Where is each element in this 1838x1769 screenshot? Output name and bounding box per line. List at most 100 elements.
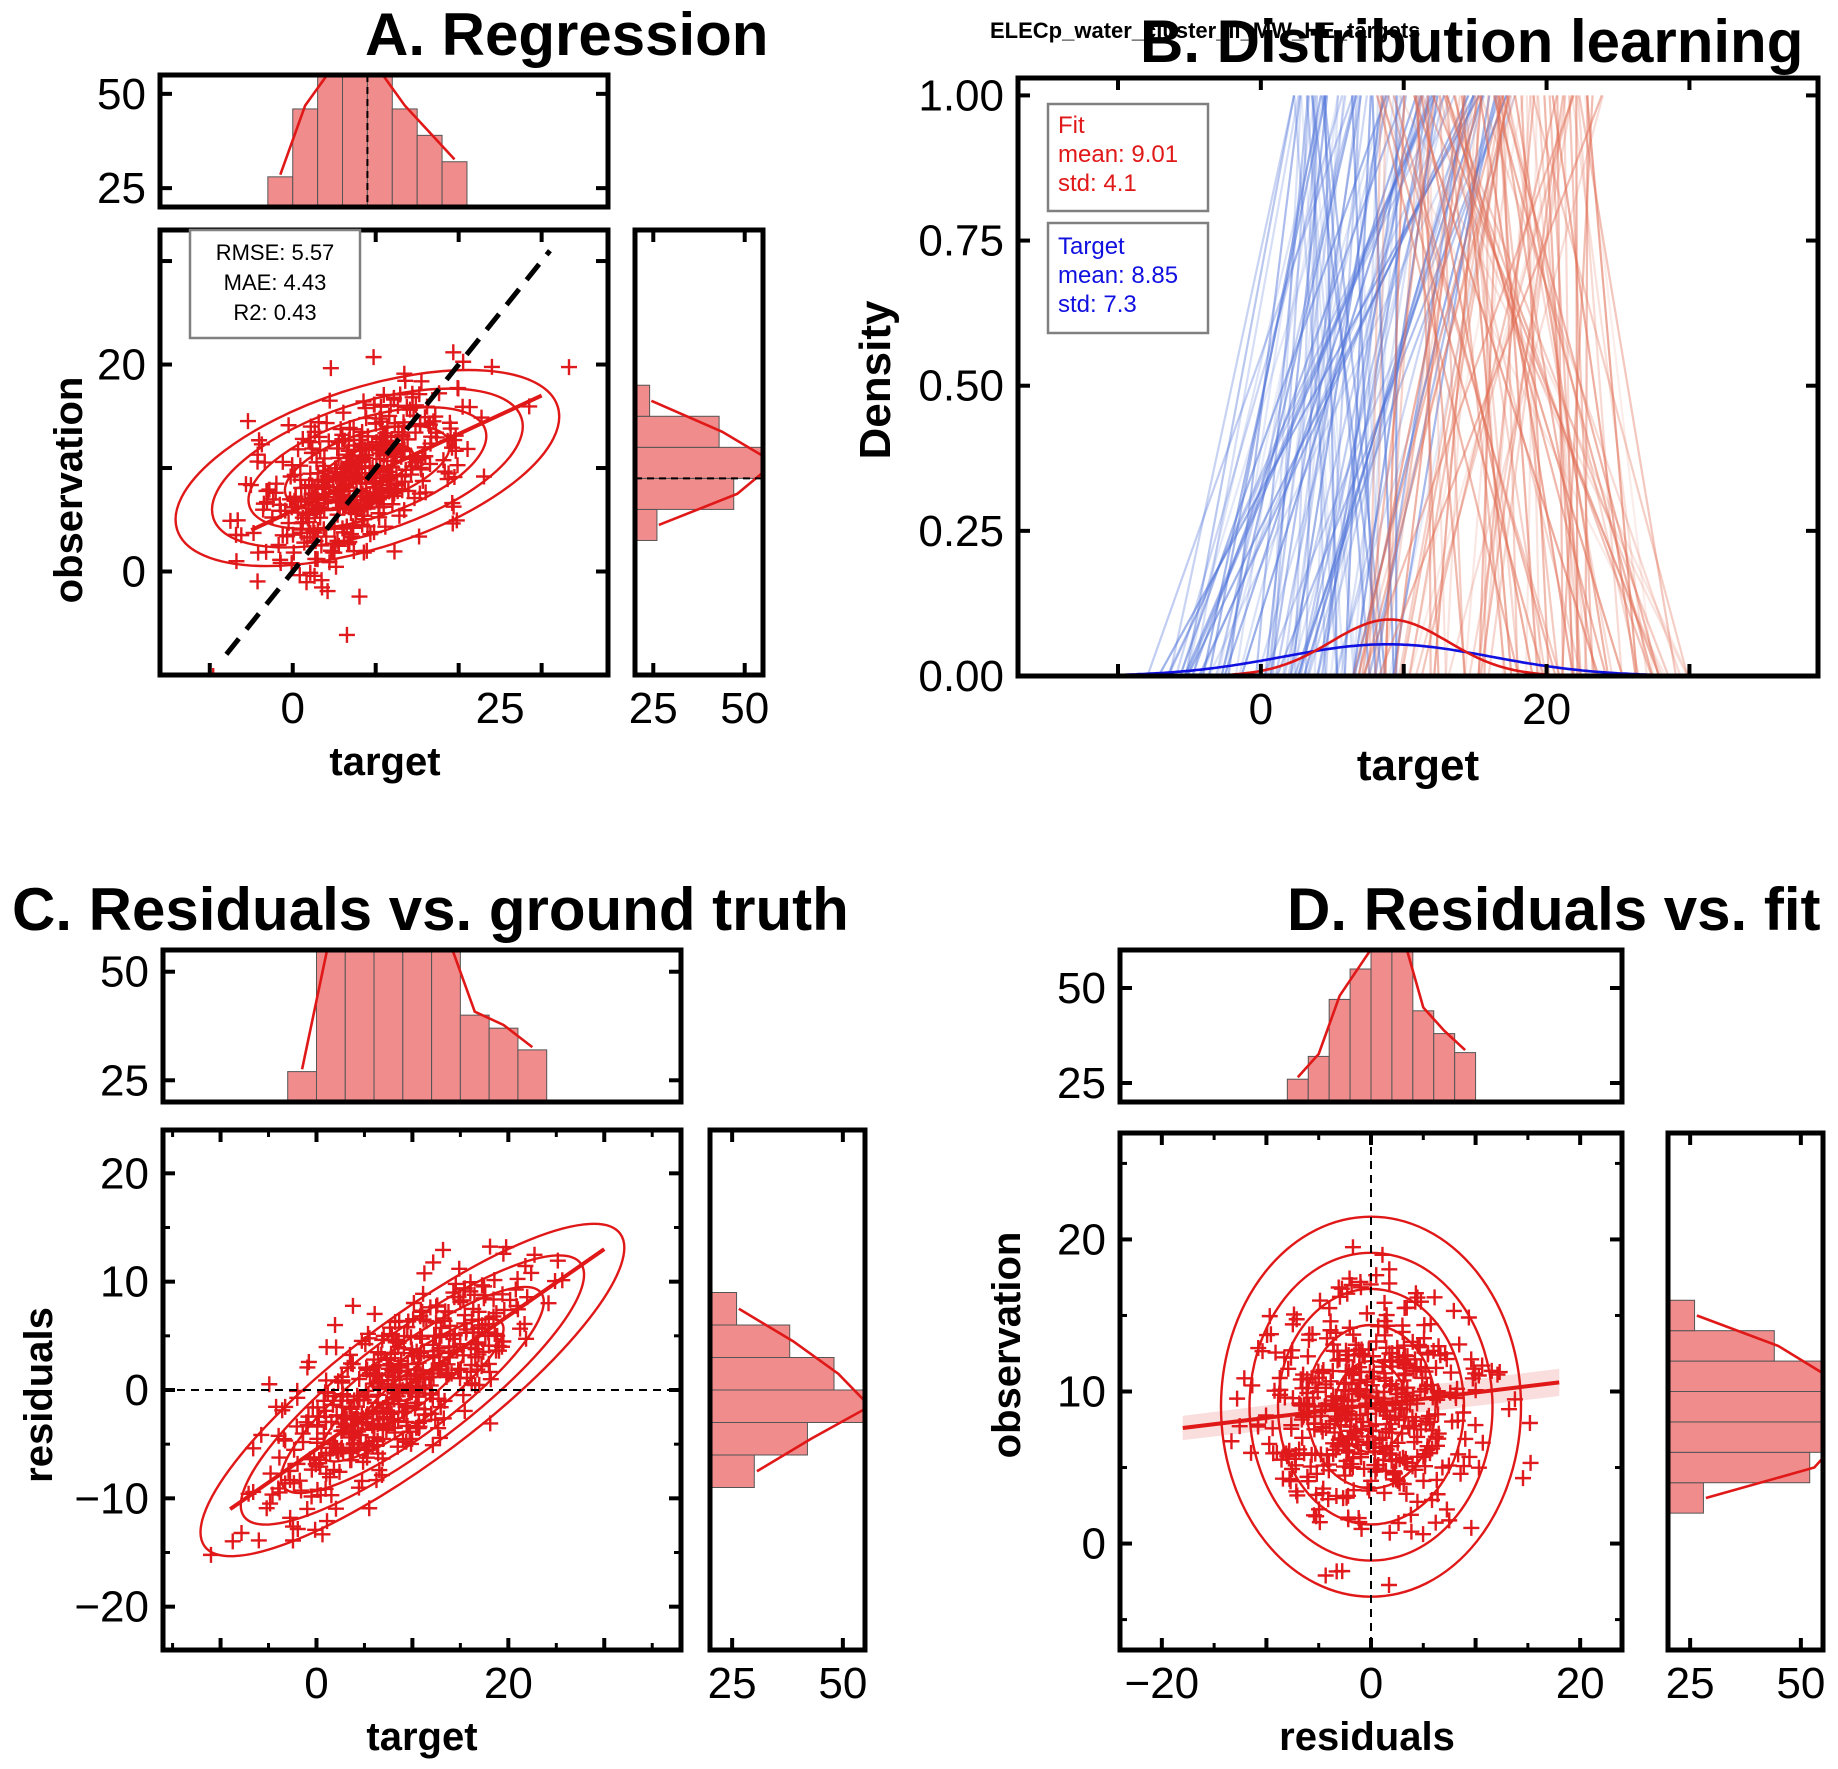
panel-a-top-hist-bar xyxy=(391,108,418,207)
panel-b-fit-sample-line xyxy=(1556,95,1565,676)
panel-a-right-hist-xtick-label: 25 xyxy=(629,684,678,733)
panel-c-point xyxy=(344,1297,361,1314)
panel-d-point xyxy=(1352,1446,1369,1463)
panel-d-point xyxy=(1381,1524,1398,1541)
panel-d-point xyxy=(1452,1465,1469,1482)
panel-b-fit-sample-line xyxy=(1482,95,1532,676)
panel-c-point xyxy=(486,1325,503,1342)
panel-b-target-sample-line xyxy=(1320,95,1408,676)
panel-a-point xyxy=(323,542,340,559)
panel-b-fit-sample-line xyxy=(1438,95,1583,676)
panel-b-fit-sample-line xyxy=(1578,95,1678,676)
panel-b-ytick-label: 1.00 xyxy=(918,71,1004,120)
panel-d-top-hist-bar xyxy=(1370,950,1393,1102)
panel-c-top-hist-frame xyxy=(160,947,684,1105)
panel-b-target-mean: mean: 8.85 xyxy=(1058,262,1178,289)
panel-b-target-sample-line xyxy=(1295,95,1345,676)
panel-c-point xyxy=(416,1265,433,1282)
panel-b-target-sample-line xyxy=(1198,94,1470,676)
panel-d-point xyxy=(1361,1482,1378,1499)
panel-a-point xyxy=(443,439,460,456)
panel-d-point xyxy=(1417,1363,1434,1380)
panel-b-target-sample-line xyxy=(1352,95,1400,676)
panel-b-fit-sample-line xyxy=(1392,95,1557,676)
panel-d-point xyxy=(1366,1457,1383,1474)
panel-d-point xyxy=(1367,1435,1384,1452)
panel-c-point xyxy=(379,1402,396,1419)
panel-c-point xyxy=(309,1399,326,1416)
panel-a-point xyxy=(365,349,382,366)
panel-c-point xyxy=(326,1439,343,1456)
panel-c-point xyxy=(375,1409,392,1426)
panel-a-point xyxy=(308,454,325,471)
panel-c-point xyxy=(334,1408,351,1425)
panel-d-point xyxy=(1223,1433,1240,1450)
panel-d-point xyxy=(1515,1470,1532,1487)
panel-a-top-hist-bar xyxy=(416,134,443,207)
panel-b-fit-sample-line xyxy=(1548,95,1582,676)
panel-b-ytick-label: 0.75 xyxy=(918,217,1004,266)
panel-a-point xyxy=(386,415,403,432)
panel-d-point xyxy=(1347,1425,1364,1442)
panel-a-identity-line xyxy=(224,249,552,656)
panel-d-point xyxy=(1308,1465,1325,1482)
panel-a-point xyxy=(302,564,319,581)
panel-a-point xyxy=(310,499,327,516)
panel-b-fit-density xyxy=(1018,618,1818,676)
panel-d-point xyxy=(1420,1344,1437,1361)
panel-c-right-hist-frame xyxy=(707,1127,868,1653)
panel-c-right-hist-xtick-label: 25 xyxy=(708,1659,757,1708)
panel-d-point xyxy=(1288,1311,1305,1328)
panel-d-point xyxy=(1361,1363,1378,1380)
panel-c-point xyxy=(233,1525,250,1541)
panel-a-top-hist-bar xyxy=(317,75,344,207)
panel-b-fit-sample-line xyxy=(1505,95,1614,676)
panel-a-top-hist-bar xyxy=(441,161,468,207)
panel-b-xtick-label: 0 xyxy=(1249,685,1273,734)
panel-c-xtick-label: 0 xyxy=(304,1659,328,1708)
panel-d-point xyxy=(1398,1485,1415,1502)
panel-d-point xyxy=(1375,1451,1392,1468)
panel-d-right-hist-kde xyxy=(1696,1314,1823,1500)
panel-b-fit-sample-line xyxy=(1479,95,1682,676)
panel-b-fit-sample-line xyxy=(1575,95,1579,676)
panel-d-top-hist-frame xyxy=(1117,947,1625,1105)
panel-b: 0 20 0.00 0.25 0.50 0.75 1.00 xyxy=(918,71,1821,734)
panel-c-right-hist-bar xyxy=(710,1389,865,1423)
panel-a-top-hist-kde xyxy=(279,75,456,176)
panel-b-target-sample-line xyxy=(1183,94,1437,676)
panel-d-point xyxy=(1451,1336,1468,1353)
panel-b-fit-sample-line xyxy=(1583,95,1655,676)
panel-b-fit-sample-line xyxy=(1452,95,1608,676)
panel-d-point xyxy=(1345,1326,1362,1343)
panel-d-point xyxy=(1314,1423,1331,1440)
panel-c-regression-line xyxy=(229,1247,606,1511)
panel-d-point xyxy=(1381,1410,1398,1427)
panel-d-point xyxy=(1406,1351,1423,1368)
panel-d-point xyxy=(1417,1381,1434,1398)
panel-d-point xyxy=(1377,1462,1394,1479)
panel-a-top-hist-ytick-label: 25 xyxy=(97,164,146,213)
panel-a-point xyxy=(318,415,335,432)
panel-a-point xyxy=(407,424,424,441)
panel-d-ytick-label: 0 xyxy=(1082,1520,1106,1569)
panel-a-point xyxy=(459,440,476,457)
panel-c-plot-area xyxy=(163,1222,681,1563)
panel-a: 0 25 0 20 25 50 25 50 xyxy=(97,70,769,733)
panel-b-ytick-label: 0.00 xyxy=(918,652,1004,701)
panel-c-point xyxy=(299,1500,316,1517)
panel-d-point xyxy=(1283,1417,1300,1434)
panel-b-target-sample-line xyxy=(1299,95,1436,676)
panel-a-xlabel: target xyxy=(329,740,440,784)
panel-d-point xyxy=(1344,1428,1361,1445)
panel-b-fit-sample-line xyxy=(1426,95,1447,676)
panel-d-point xyxy=(1341,1459,1358,1476)
panel-a-right-hist-bar xyxy=(635,446,763,479)
panel-d-point xyxy=(1398,1299,1415,1316)
panel-c-point xyxy=(482,1238,499,1255)
panel-b-fit-sample-line xyxy=(1384,95,1406,676)
panel-b-fit-sample-line xyxy=(1414,95,1467,676)
panel-b-fit-sample-line xyxy=(1576,95,1623,676)
panel-b-fit-sample-line xyxy=(1584,95,1589,676)
panel-d-point xyxy=(1438,1501,1455,1518)
